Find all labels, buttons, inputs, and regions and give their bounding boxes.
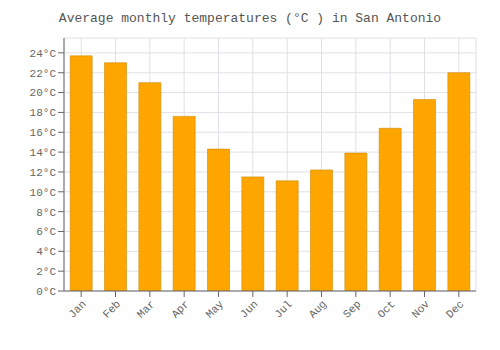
svg-text:Jan: Jan: [66, 298, 88, 320]
svg-text:18°C: 18°C: [30, 107, 57, 119]
svg-text:Jul: Jul: [272, 298, 294, 320]
svg-text:Feb: Feb: [101, 298, 123, 320]
svg-text:Oct: Oct: [375, 298, 397, 320]
svg-text:14°C: 14°C: [30, 147, 57, 159]
svg-text:May: May: [204, 298, 227, 321]
svg-text:2°C: 2°C: [36, 266, 56, 278]
svg-text:4°C: 4°C: [36, 246, 56, 258]
svg-text:10°C: 10°C: [30, 187, 57, 199]
svg-text:0°C: 0°C: [36, 286, 56, 298]
svg-text:Nov: Nov: [410, 298, 433, 321]
svg-text:12°C: 12°C: [30, 167, 57, 179]
svg-text:20°C: 20°C: [30, 87, 57, 99]
svg-text:Jun: Jun: [238, 298, 260, 320]
svg-text:6°C: 6°C: [36, 226, 56, 238]
svg-text:16°C: 16°C: [30, 127, 57, 139]
svg-text:Aug: Aug: [307, 298, 329, 320]
svg-text:24°C: 24°C: [30, 48, 57, 60]
html-text:Average monthly temperatures (: Average monthly temperatures (°C ) in Sa…: [58, 11, 442, 26]
svg-text:22°C: 22°C: [30, 68, 57, 80]
svg-text:Dec: Dec: [444, 298, 466, 320]
svg-text:Apr: Apr: [169, 298, 191, 320]
svg-text:8°C: 8°C: [36, 207, 56, 219]
svg-text:Mar: Mar: [135, 298, 157, 320]
svg-text:Sep: Sep: [341, 298, 363, 320]
